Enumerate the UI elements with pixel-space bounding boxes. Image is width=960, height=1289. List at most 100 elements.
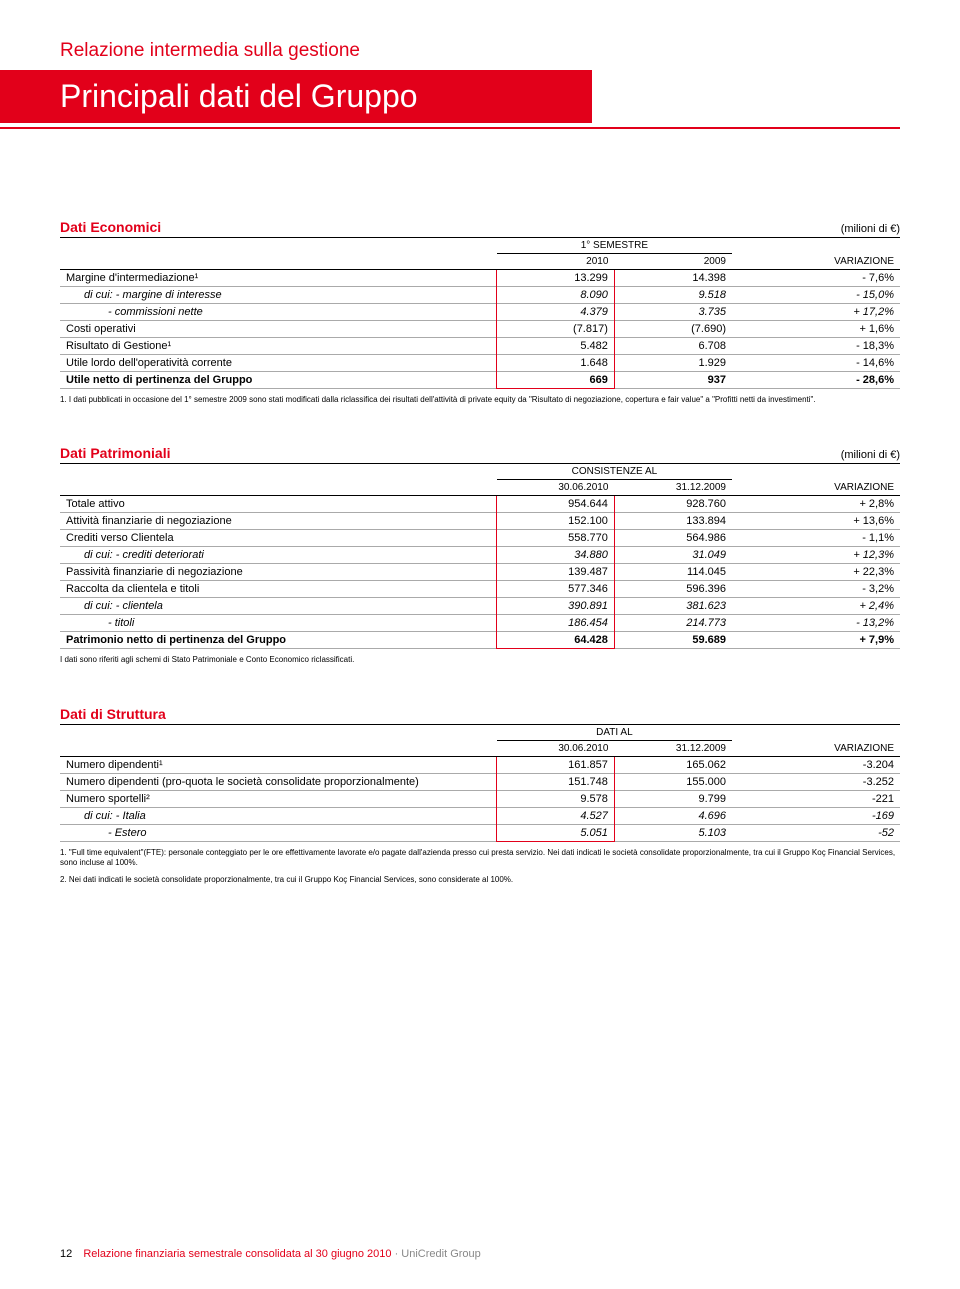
table-row: Attività finanziarie di negoziazione152.… (60, 513, 900, 530)
table-row: Costi operativi(7.817)(7.690)+ 1,6% (60, 321, 900, 338)
table-row: Totale attivo954.644928.760+ 2,8% (60, 496, 900, 513)
cell: 669 (497, 372, 615, 389)
cell: + 2,8% (732, 496, 900, 513)
row-label: di cui: - Italia (60, 807, 497, 824)
page-title: Principali dati del Gruppo (0, 70, 592, 123)
super-header: CONSISTENZE AL (497, 464, 732, 480)
cell: 937 (614, 372, 732, 389)
cell: (7.690) (614, 321, 732, 338)
row-label: Numero dipendenti¹ (60, 756, 497, 773)
table-row: Crediti verso Clientela558.770564.986- 1… (60, 530, 900, 547)
cell: -3.252 (732, 773, 900, 790)
col-header: VARIAZIONE (732, 480, 900, 496)
cell: - 13,2% (732, 615, 900, 632)
cell: 4.696 (614, 807, 732, 824)
cell: 59.689 (614, 632, 732, 649)
cell: 155.000 (614, 773, 732, 790)
cell: 152.100 (497, 513, 615, 530)
cell: + 1,6% (732, 321, 900, 338)
footer-group: · UniCredit Group (395, 1248, 481, 1260)
table-row: di cui: - margine di interesse8.0909.518… (60, 287, 900, 304)
cell: 133.894 (614, 513, 732, 530)
cell: + 17,2% (732, 304, 900, 321)
cell: - 1,1% (732, 530, 900, 547)
cell: 3.735 (614, 304, 732, 321)
cell: 9.578 (497, 790, 615, 807)
cell: 114.045 (614, 564, 732, 581)
cell: - 14,6% (732, 355, 900, 372)
cell: 4.527 (497, 807, 615, 824)
row-label: Raccolta da clientela e titoli (60, 581, 497, 598)
table-row: Margine d'intermediazione¹13.29914.398- … (60, 270, 900, 287)
section-title-struttura: Dati di Struttura (60, 706, 166, 722)
cell: -169 (732, 807, 900, 824)
cell: - 7,6% (732, 270, 900, 287)
row-label: Numero dipendenti (pro-quota le società … (60, 773, 497, 790)
cell: 64.428 (497, 632, 615, 649)
footnote: 2. Nei dati indicati le società consolid… (60, 875, 900, 885)
section-title-patrimoniali: Dati Patrimoniali (60, 445, 170, 461)
row-label: - titoli (60, 615, 497, 632)
row-label: Costi operativi (60, 321, 497, 338)
row-label: Utile lordo dell'operatività corrente (60, 355, 497, 372)
cell: 6.708 (614, 338, 732, 355)
cell: - 28,6% (732, 372, 900, 389)
table-row: Utile netto di pertinenza del Gruppo6699… (60, 372, 900, 389)
cell: -221 (732, 790, 900, 807)
super-header: DATI AL (497, 725, 732, 741)
cell: 9.518 (614, 287, 732, 304)
cell: 34.880 (497, 547, 615, 564)
table-row: Numero dipendenti (pro-quota le società … (60, 773, 900, 790)
cell: 9.799 (614, 790, 732, 807)
unit-patrimoniali: (milioni di €) (841, 449, 900, 461)
cell: 1.648 (497, 355, 615, 372)
report-type: Relazione intermedia sulla gestione (60, 40, 900, 62)
cell: 165.062 (614, 756, 732, 773)
cell: 4.379 (497, 304, 615, 321)
cell: -3.204 (732, 756, 900, 773)
super-header: 1° SEMESTRE (497, 238, 732, 254)
cell: 564.986 (614, 530, 732, 547)
col-header: 30.06.2010 (497, 480, 615, 496)
cell: - 18,3% (732, 338, 900, 355)
cell: 390.891 (497, 598, 615, 615)
table-row: - titoli186.454214.773- 13,2% (60, 615, 900, 632)
col-header: 31.12.2009 (614, 480, 732, 496)
col-header: VARIAZIONE (732, 740, 900, 756)
page-number: 12 (60, 1248, 72, 1260)
table-patrimoniali: CONSISTENZE AL30.06.201031.12.2009VARIAZ… (60, 464, 900, 649)
cell: 577.346 (497, 581, 615, 598)
row-label: di cui: - crediti deteriorati (60, 547, 497, 564)
col-header: 2009 (614, 254, 732, 270)
table-row: Numero dipendenti¹161.857165.062-3.204 (60, 756, 900, 773)
section-title-economici: Dati Economici (60, 219, 161, 235)
footer-doc: Relazione finanziaria semestrale consoli… (83, 1248, 391, 1260)
table-row: Numero sportelli²9.5789.799-221 (60, 790, 900, 807)
cell: - 3,2% (732, 581, 900, 598)
cell: + 7,9% (732, 632, 900, 649)
table-row: - Estero5.0515.103-52 (60, 824, 900, 841)
unit-economici: (milioni di €) (841, 223, 900, 235)
cell: 5.482 (497, 338, 615, 355)
cell: 5.103 (614, 824, 732, 841)
footnote: I dati sono riferiti agli schemi di Stat… (60, 655, 900, 665)
row-label: Totale attivo (60, 496, 497, 513)
table-row: Risultato di Gestione¹5.4826.708- 18,3% (60, 338, 900, 355)
cell: 14.398 (614, 270, 732, 287)
cell: 151.748 (497, 773, 615, 790)
row-label: - Estero (60, 824, 497, 841)
col-header: 30.06.2010 (497, 740, 615, 756)
cell: 161.857 (497, 756, 615, 773)
col-header: 2010 (497, 254, 615, 270)
cell: 596.396 (614, 581, 732, 598)
cell: 558.770 (497, 530, 615, 547)
cell: 13.299 (497, 270, 615, 287)
cell: 31.049 (614, 547, 732, 564)
cell: (7.817) (497, 321, 615, 338)
cell: 5.051 (497, 824, 615, 841)
cell: 186.454 (497, 615, 615, 632)
footnote: 1. "Full time equivalent"(FTE): personal… (60, 848, 900, 869)
col-header: VARIAZIONE (732, 254, 900, 270)
cell: -52 (732, 824, 900, 841)
row-label: Numero sportelli² (60, 790, 497, 807)
